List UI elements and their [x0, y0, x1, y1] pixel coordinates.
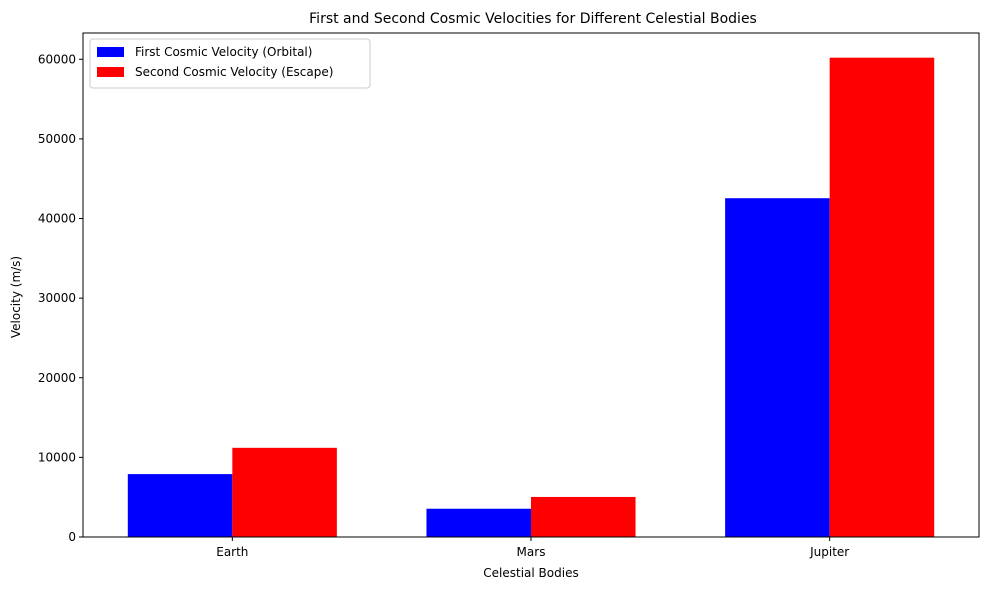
y-tick-label: 60000 [38, 52, 76, 66]
bar-earth-series-2 [232, 447, 337, 537]
legend-label: Second Cosmic Velocity (Escape) [135, 65, 333, 79]
y-tick-label: 0 [68, 530, 76, 544]
y-tick-label: 10000 [38, 450, 76, 464]
y-axis-label: Velocity (m/s) [9, 256, 23, 338]
x-axis-label: Celestial Bodies [483, 566, 578, 580]
x-tick-label: Earth [216, 545, 248, 559]
legend-label: First Cosmic Velocity (Orbital) [135, 45, 312, 59]
y-axis: 0 10000 20000 30000 40000 50000 60000 [38, 52, 83, 544]
x-tick-label: Jupiter [809, 545, 849, 559]
bar-mars-series-1 [426, 508, 531, 537]
bar-mars-series-2 [531, 496, 636, 537]
bar-jupiter-series-2 [829, 57, 935, 537]
bar-earth-series-1 [127, 474, 233, 537]
y-tick-label: 40000 [38, 212, 76, 226]
y-tick-label: 50000 [38, 132, 76, 146]
chart-title: First and Second Cosmic Velocities for D… [309, 11, 757, 27]
bars-group [127, 57, 935, 538]
y-tick-label: 30000 [38, 291, 76, 305]
legend-swatch [97, 67, 124, 77]
bar-jupiter-series-1 [725, 198, 830, 538]
y-tick-label: 20000 [38, 371, 76, 385]
x-tick-label: Mars [517, 545, 546, 559]
x-axis: Earth Mars Jupiter [216, 537, 849, 559]
legend-swatch [97, 47, 124, 57]
legend: First Cosmic Velocity (Orbital) Second Co… [89, 38, 371, 89]
legend-box [89, 38, 371, 89]
